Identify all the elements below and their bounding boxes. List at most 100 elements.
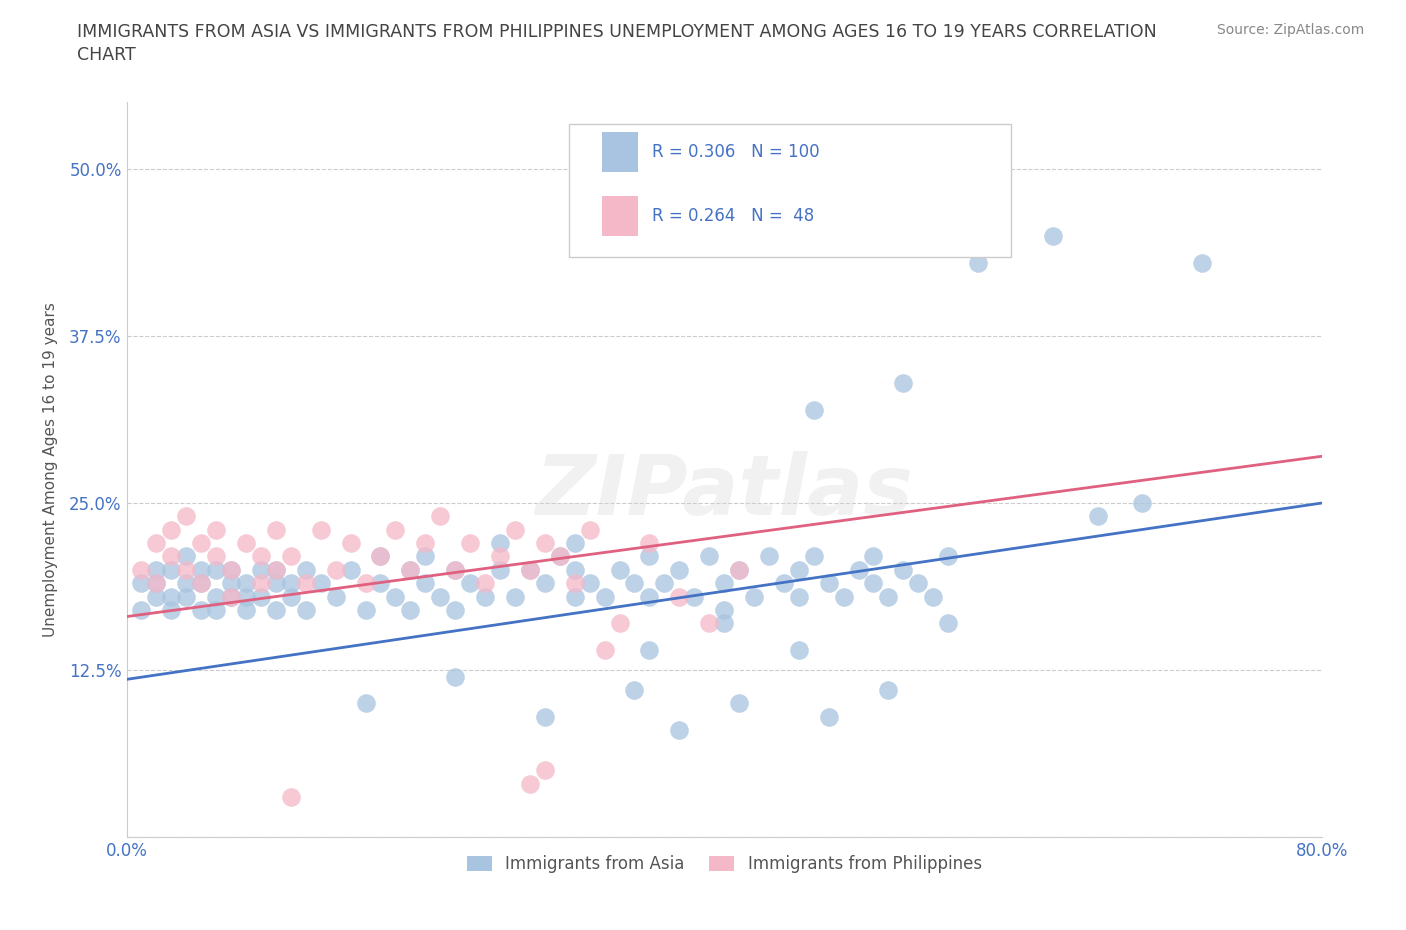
Text: CHART: CHART [77, 46, 136, 64]
Point [384, 523, 406, 538]
Point [519, 563, 541, 578]
Point [787, 643, 810, 658]
Point [325, 589, 347, 604]
Point [697, 549, 720, 564]
Text: Source: ZipAtlas.com: Source: ZipAtlas.com [1216, 23, 1364, 37]
Point [907, 576, 929, 591]
Point [219, 589, 242, 604]
Point [877, 589, 900, 604]
Point [787, 589, 810, 604]
Point [1191, 255, 1213, 270]
Point [787, 563, 810, 578]
Point [623, 683, 645, 698]
Point [160, 603, 183, 618]
Text: IMMIGRANTS FROM ASIA VS IMMIGRANTS FROM PHILIPPINES UNEMPLOYMENT AMONG AGES 16 T: IMMIGRANTS FROM ASIA VS IMMIGRANTS FROM … [77, 23, 1157, 41]
Point [534, 576, 557, 591]
Point [205, 523, 228, 538]
Text: ZIPatlas: ZIPatlas [536, 451, 912, 532]
Point [848, 563, 870, 578]
Point [893, 376, 915, 391]
Point [131, 603, 153, 618]
Point [131, 563, 153, 578]
Point [893, 563, 915, 578]
Point [160, 563, 183, 578]
Point [190, 536, 212, 551]
Point [489, 549, 512, 564]
Point [967, 255, 990, 270]
Point [160, 523, 183, 538]
Point [534, 710, 557, 724]
Point [742, 589, 765, 604]
FancyBboxPatch shape [568, 125, 1011, 257]
Point [219, 563, 242, 578]
Point [474, 589, 496, 604]
Point [623, 576, 645, 591]
Point [145, 536, 167, 551]
Point [936, 549, 959, 564]
Point [922, 589, 945, 604]
Point [564, 563, 586, 578]
Point [370, 549, 392, 564]
Point [519, 777, 541, 791]
Point [160, 549, 183, 564]
Point [205, 589, 228, 604]
Text: R = 0.306   N = 100: R = 0.306 N = 100 [652, 143, 820, 161]
Point [354, 603, 377, 618]
Point [174, 563, 197, 578]
Point [1087, 509, 1109, 524]
Point [399, 603, 422, 618]
Point [578, 523, 600, 538]
Point [803, 402, 825, 417]
Point [415, 536, 437, 551]
Point [219, 589, 242, 604]
Point [190, 576, 212, 591]
Point [668, 723, 690, 737]
Point [370, 549, 392, 564]
Point [264, 523, 287, 538]
Point [713, 616, 735, 631]
Point [638, 549, 661, 564]
Point [683, 589, 706, 604]
Point [174, 509, 197, 524]
Point [548, 549, 571, 564]
Point [728, 563, 751, 578]
Point [145, 589, 167, 604]
Point [131, 576, 153, 591]
Point [534, 536, 557, 551]
Point [384, 589, 406, 604]
Point [936, 616, 959, 631]
Point [564, 576, 586, 591]
Point [773, 576, 796, 591]
Point [264, 563, 287, 578]
Point [145, 563, 167, 578]
Point [160, 589, 183, 604]
Point [190, 563, 212, 578]
Point [652, 576, 675, 591]
Point [145, 576, 167, 591]
Point [294, 603, 316, 618]
Point [564, 589, 586, 604]
Point [728, 696, 751, 711]
Point [325, 563, 347, 578]
Point [250, 576, 273, 591]
Point [458, 576, 481, 591]
Point [174, 576, 197, 591]
Point [354, 576, 377, 591]
Point [728, 563, 751, 578]
Point [264, 563, 287, 578]
Point [280, 576, 302, 591]
Point [339, 563, 361, 578]
Point [489, 563, 512, 578]
Point [817, 576, 839, 591]
Point [1042, 229, 1064, 244]
Point [429, 589, 451, 604]
Point [817, 710, 839, 724]
Point [444, 603, 467, 618]
Point [458, 536, 481, 551]
FancyBboxPatch shape [602, 132, 638, 172]
Point [399, 563, 422, 578]
Point [280, 549, 302, 564]
Point [250, 549, 273, 564]
Point [174, 589, 197, 604]
Point [638, 589, 661, 604]
